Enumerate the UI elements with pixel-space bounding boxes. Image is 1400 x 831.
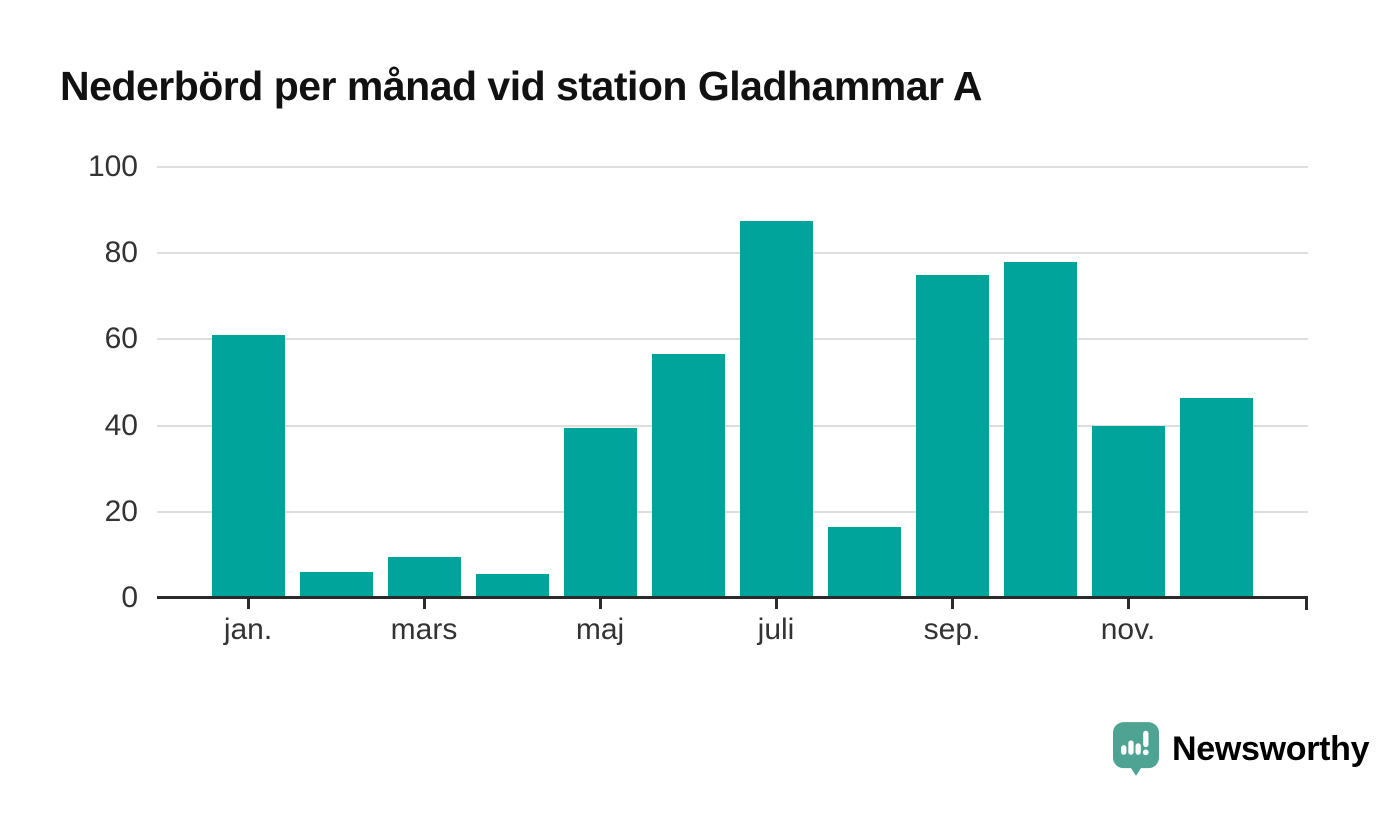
y-axis-label-40: 40: [104, 408, 138, 442]
gridline-20: [157, 510, 1308, 513]
bar-juli: [739, 220, 813, 598]
x-axis-tick-maj: [598, 599, 602, 609]
bar-maj: [563, 427, 637, 598]
bar-juni: [651, 354, 725, 598]
newsworthy-logo-icon: [1113, 722, 1159, 776]
bar-aug.: [827, 526, 901, 598]
newsworthy-logo: Newsworthy: [1113, 722, 1370, 776]
x-axis-line: [157, 596, 1308, 599]
bar-sep.: [915, 274, 989, 598]
gridline-40: [157, 424, 1308, 427]
x-axis-tick-sep.: [950, 599, 954, 609]
x-axis-label-nov.: nov.: [1100, 613, 1156, 646]
x-axis-label-maj: maj: [575, 613, 625, 646]
bar-nov.: [1091, 425, 1165, 598]
gridline-100: [157, 166, 1308, 168]
gridline-60: [157, 338, 1308, 341]
chart-title: Nederbörd per månad vid station Gladhamm…: [60, 63, 982, 109]
x-axis-label-mars: mars: [390, 613, 458, 646]
y-axis-label-80: 80: [104, 236, 138, 270]
gridline-80: [157, 252, 1308, 255]
bar-feb.: [299, 572, 373, 598]
y-axis-label-100: 100: [87, 150, 138, 183]
x-axis-tick-nov.: [1126, 599, 1130, 609]
x-axis-label-jan.: jan.: [223, 613, 273, 646]
x-axis-tick-juli: [774, 599, 778, 609]
bar-mars: [387, 557, 461, 598]
bar-jan.: [211, 335, 285, 598]
y-axis-label-0: 0: [121, 581, 138, 614]
plot-area: 0 20 40 60 80 100 jan. mars maj juli sep. nov.: [88, 151, 1308, 646]
bar-dec.: [1179, 397, 1253, 598]
bar-okt.: [1003, 261, 1077, 598]
newsworthy-logo-text: Newsworthy: [1172, 729, 1370, 768]
y-axis-label-20: 20: [104, 494, 138, 528]
x-axis-label-juli: juli: [757, 613, 795, 646]
x-axis-tick-mars: [422, 599, 426, 609]
bar-april: [475, 574, 549, 598]
x-axis-label-sep.: sep.: [923, 613, 981, 646]
x-axis-end-tick: [1305, 596, 1308, 610]
x-axis-tick-jan.: [246, 599, 250, 609]
y-axis-label-60: 60: [104, 322, 138, 356]
